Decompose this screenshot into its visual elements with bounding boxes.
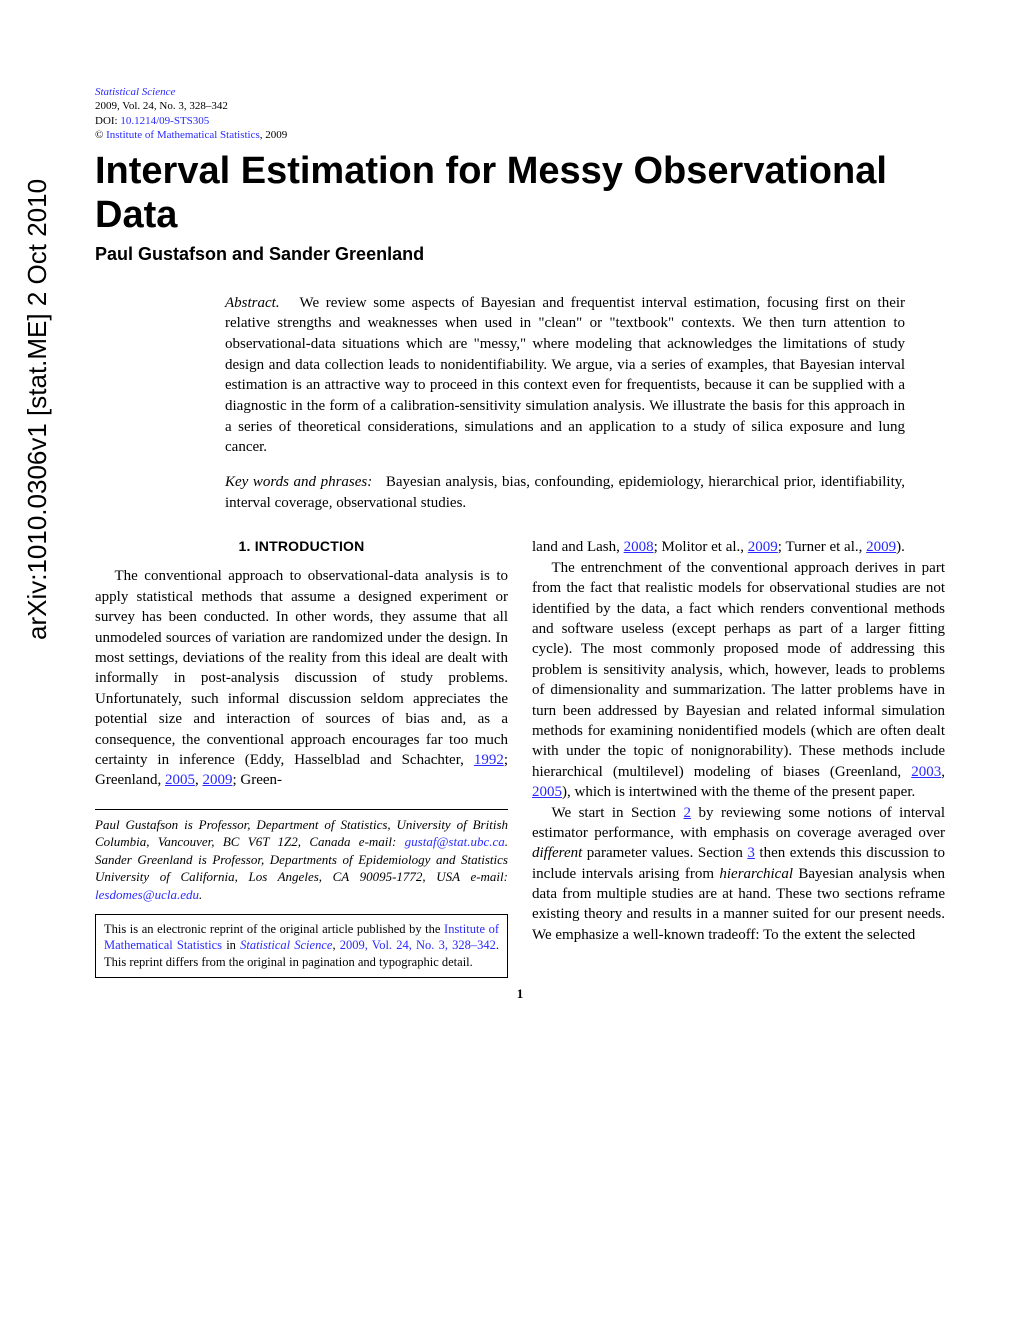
r1b: , [941,764,945,780]
abstract: Abstract. We review some aspects of Baye… [225,293,905,459]
abstract-text: We review some aspects of Bayesian and f… [225,295,905,456]
email-greenland[interactable]: lesdomes@ucla.edu [95,887,199,902]
abstract-label: Abstract. [225,295,280,311]
section-2-ref[interactable]: 2 [684,805,692,821]
reprint-a: This is an electronic reprint of the ori… [104,922,444,936]
affil-text-c: . [199,887,202,902]
journal-citation: 2009, Vol. 24, No. 3, 328–342 [95,100,228,112]
authors: Paul Gustafson and Sander Greenland [95,244,945,265]
cite-2008[interactable]: 2008 [624,539,654,555]
cite-2005[interactable]: 2005 [165,772,195,788]
hierarchical-emph: hierarchical [719,866,793,882]
r0d: ). [896,539,905,555]
reprint-c: , [332,938,339,952]
r2c: parameter values. Section [582,845,747,861]
author-affiliation: Paul Gustafson is Professor, Department … [95,809,508,904]
cite-2005b[interactable]: 2005 [532,784,562,800]
reprint-b: in [222,938,240,952]
right-paragraph-1: The entrenchment of the conventional app… [532,558,945,803]
section-3-ref[interactable]: 3 [747,845,755,861]
intro-text-d: ; Green- [232,772,282,788]
r0b: ; Molitor et al., [654,539,748,555]
journal-link[interactable]: Statistical Science [95,86,175,98]
r0a: land and Lash, [532,539,624,555]
left-column: 1. INTRODUCTION The conventional approac… [95,537,508,978]
cite-2009[interactable]: 2009 [202,772,232,788]
cite-2003[interactable]: 2003 [911,764,941,780]
journal-link-2[interactable]: Statistical Science [240,938,332,952]
r1c: ), which is intertwined with the theme o… [562,784,915,800]
right-paragraph-0: land and Lash, 2008; Molitor et al., 200… [532,537,945,557]
r2a: We start in Section [552,805,684,821]
cite-2009a[interactable]: 2009 [748,539,778,555]
different-emph: different [532,845,582,861]
right-paragraph-2: We start in Section 2 by reviewing some … [532,803,945,946]
page-number: 1 [95,986,945,1002]
r1a: The entrenchment of the conventional app… [532,560,945,780]
doi-label: DOI: [95,115,120,127]
intro-paragraph-1: The conventional approach to observation… [95,566,508,790]
cite-2009b[interactable]: 2009 [866,539,896,555]
keywords: Key words and phrases: Bayesian analysis… [225,472,905,513]
journal-meta: Statistical Science 2009, Vol. 24, No. 3… [95,85,945,142]
intro-text-a: The conventional approach to observation… [95,568,508,768]
email-gustafson[interactable]: gustaf@stat.ubc.ca [405,834,505,849]
reprint-notice: This is an electronic reprint of the ori… [95,914,508,979]
doi-link[interactable]: 10.1214/09-STS305 [120,115,209,127]
ims-copyright-link[interactable]: Institute of Mathematical Statistics [106,129,260,141]
copyright-prefix: © [95,129,106,141]
cite-1992[interactable]: 1992 [474,752,504,768]
keywords-label: Key words and phrases: [225,474,372,490]
section-1-heading: 1. INTRODUCTION [95,537,508,556]
r0c: ; Turner et al., [778,539,866,555]
reprint-citation[interactable]: 2009, Vol. 24, No. 3, 328–342 [340,938,496,952]
arxiv-stamp: arXiv:1010.0306v1 [stat.ME] 2 Oct 2010 [22,179,53,640]
right-column: land and Lash, 2008; Molitor et al., 200… [532,537,945,978]
copyright-suffix: , 2009 [260,129,288,141]
paper-title: Interval Estimation for Messy Observatio… [95,150,945,237]
